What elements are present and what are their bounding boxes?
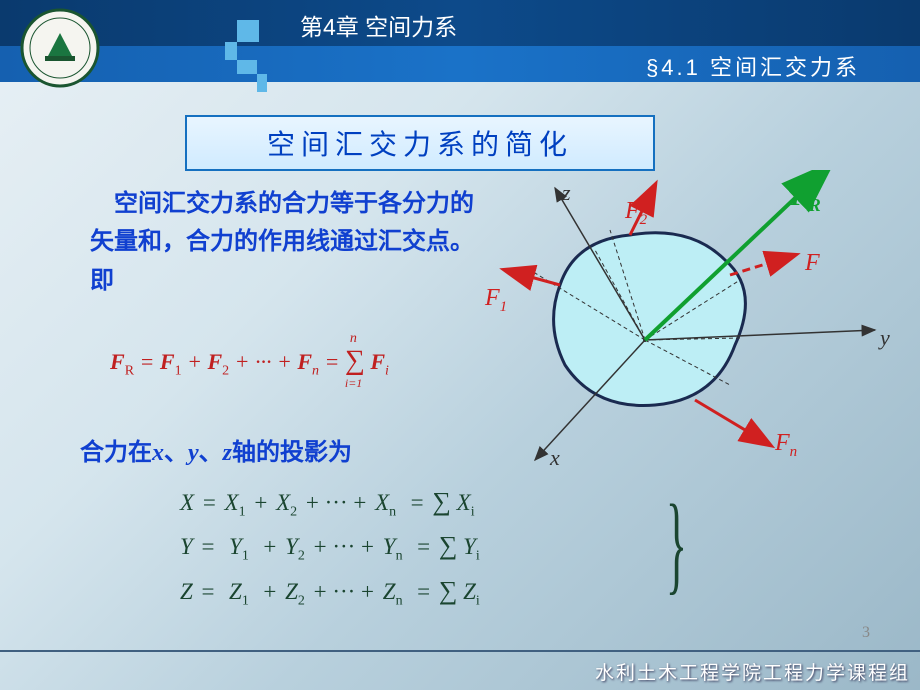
brace-right: } bbox=[666, 480, 687, 607]
body-paragraph: 空间汇交力系的合力等于各分力的矢量和，合力的作用线通过汇交点。即 bbox=[90, 185, 490, 300]
page-number: 3 bbox=[862, 624, 870, 642]
svg-text:x: x bbox=[549, 445, 560, 470]
section-title: §4.1 空间汇交力系 bbox=[646, 50, 860, 82]
force-f bbox=[730, 255, 795, 275]
projection-label: 合力在x、y、z轴的投影为 bbox=[80, 432, 352, 467]
formula-projections: X = X1 + X2 + ··· + Xn = ∑ Xi Y = Y1 + Y… bbox=[180, 480, 480, 613]
force-fn bbox=[695, 400, 770, 445]
svg-text:Fn: Fn bbox=[774, 430, 797, 460]
slide-title: 空间汇交力系的简化 bbox=[185, 115, 655, 171]
svg-text:F2: F2 bbox=[624, 198, 648, 228]
footer-divider bbox=[0, 650, 920, 652]
svg-text:F1: F1 bbox=[484, 285, 507, 315]
header-bar bbox=[0, 0, 920, 46]
svg-text:F: F bbox=[804, 250, 820, 276]
svg-text:FR: FR bbox=[789, 181, 821, 215]
force-f1 bbox=[505, 270, 560, 285]
footer-text: 水利土木工程学院工程力学课程组 bbox=[595, 658, 910, 685]
formula-resultant: FR = F1 + F2 + ··· + Fn = n ∑ i=1 Fi bbox=[110, 345, 389, 379]
svg-text:z: z bbox=[561, 180, 571, 205]
svg-text:y: y bbox=[878, 325, 890, 350]
body-shape bbox=[554, 233, 746, 406]
university-logo bbox=[20, 8, 100, 88]
force-diagram: z y x F1 F2 F Fn FR bbox=[480, 170, 900, 470]
chapter-title: 第4章 空间力系 bbox=[300, 8, 457, 42]
